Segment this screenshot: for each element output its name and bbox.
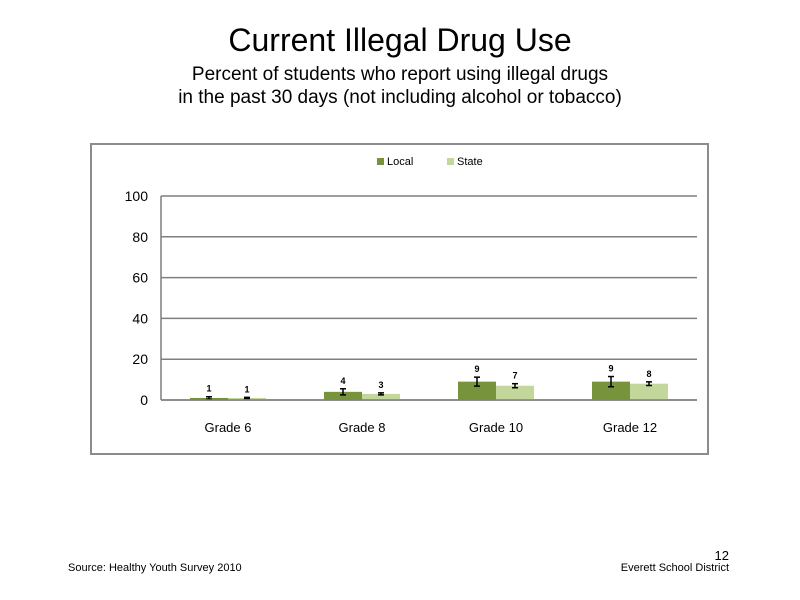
data-label: 3: [378, 380, 383, 390]
legend-swatch: [377, 158, 384, 165]
slide-title: Current Illegal Drug Use: [228, 22, 572, 58]
data-label: 7: [512, 371, 517, 381]
bar-chart: 0 20 40 60 80 100 Local State Grade 6 1 1 Grade 8 4 3…: [125, 156, 697, 435]
x-tick-label: Grade 12: [603, 420, 657, 435]
x-tick-label: Grade 8: [339, 420, 386, 435]
data-label: 9: [608, 364, 613, 374]
legend-label: State: [457, 156, 483, 168]
y-tick-label: 40: [132, 310, 148, 326]
source-note: Source: Healthy Youth Survey 2010: [68, 562, 242, 574]
chart-area: 0 20 40 60 80 100 Local State Grade 6 1 1 Grade 8 4 3…: [90, 143, 709, 455]
bar: [496, 385, 534, 400]
data-label: 9: [474, 364, 479, 374]
x-tick-label: Grade 6: [205, 420, 252, 435]
y-tick-label: 100: [125, 188, 149, 204]
bar: [592, 381, 630, 400]
y-tick-label: 60: [132, 270, 148, 286]
bar: [630, 383, 668, 400]
page-number: 12: [714, 548, 729, 563]
y-tick-label: 0: [140, 392, 148, 408]
bar: [324, 391, 362, 400]
organization-name: Everett School District: [620, 562, 729, 574]
y-tick-label: 80: [132, 229, 148, 245]
legend-swatch: [447, 158, 454, 165]
legend-label: Local: [387, 156, 413, 168]
data-label: 1: [244, 384, 249, 394]
bar: [458, 381, 496, 400]
data-label: 1: [206, 384, 211, 394]
y-tick-label: 20: [132, 351, 148, 367]
slide-subtitle: Percent of students who report using ill…: [178, 64, 622, 108]
x-tick-label: Grade 10: [469, 420, 523, 435]
bar: [362, 393, 400, 400]
data-label: 4: [340, 376, 345, 386]
data-label: 8: [646, 369, 651, 379]
